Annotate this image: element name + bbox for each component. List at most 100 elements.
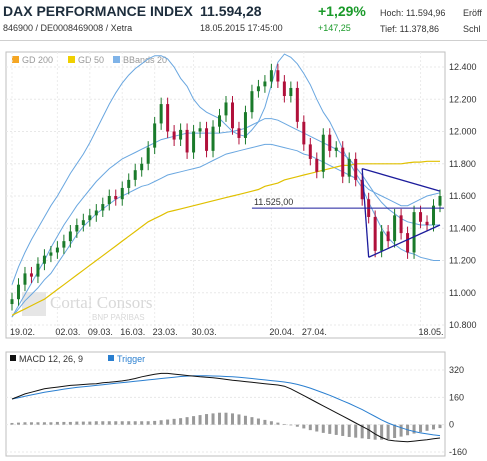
macd-hist-bar (321, 424, 325, 433)
candle-body (62, 241, 66, 248)
macd-hist-bar (269, 421, 273, 425)
macd-hist-bar (354, 424, 358, 438)
macd-hist-bar (10, 422, 14, 425)
macd-hist-bar (133, 421, 137, 425)
candle-body (166, 104, 170, 132)
macd-hist-bar (432, 424, 436, 430)
main-legend: GD 200 GD 50 BBands 20 (12, 55, 167, 65)
change-pct: +1,29% (318, 3, 366, 19)
open-label: Eröff (463, 8, 482, 18)
candle-body (42, 255, 46, 264)
y-tick-label: 12.000 (449, 127, 477, 137)
macd-hist-bar (166, 419, 170, 425)
macd-hist-bar (120, 421, 124, 425)
candle-body (114, 196, 118, 200)
legend-gd200: GD 200 (22, 55, 53, 65)
candle-body (334, 147, 338, 151)
macd-hist-bar (425, 424, 429, 431)
macd-hist-bar (127, 421, 131, 425)
candle-body (81, 220, 85, 226)
macd-hist-bar (36, 422, 40, 425)
y-tick-label: 11.400 (449, 223, 476, 233)
macd-hist-bar (205, 414, 209, 425)
macd-hist-bar (140, 421, 144, 425)
macd-hist-bar (218, 412, 222, 425)
macd-hist-bar (295, 424, 299, 427)
candle-body (354, 158, 358, 180)
candle-body (263, 81, 267, 87)
y-tick-label: 10.800 (449, 320, 477, 330)
candle-body (250, 91, 254, 113)
legend-bbands: BBands 20 (123, 55, 167, 65)
chart-area: GD 200 GD 50 BBands 20 Cortal Consors BN… (5, 51, 477, 457)
candle-body (55, 247, 59, 253)
candle-body (295, 87, 299, 122)
candle-body (360, 179, 364, 200)
macd-hist-bar (114, 421, 118, 425)
candle-body (198, 128, 202, 132)
candle-body (432, 205, 436, 226)
macd-hist-bar (101, 421, 105, 425)
candle-body (16, 284, 20, 300)
macd-hist-bar (367, 424, 371, 440)
x-tick-label: 23.03. (153, 327, 178, 337)
candle-body (185, 129, 189, 153)
candle-body (133, 170, 137, 180)
candle-body (153, 123, 157, 148)
candle-body (276, 70, 280, 82)
macd-y-tick-label: -160 (449, 447, 467, 457)
macd-hist-bar (75, 421, 79, 425)
x-tick-label: 18.05. (419, 327, 444, 337)
macd-hist-bar (237, 414, 241, 425)
trigger-line (11, 375, 441, 437)
candle-body (120, 187, 124, 200)
macd-hist-bar (107, 421, 111, 425)
candle-body (75, 225, 79, 232)
macd-hist-bar (347, 424, 351, 437)
x-tick-label: 02.03. (55, 327, 80, 337)
macd-hist-bar (179, 418, 183, 425)
gd50-line (11, 160, 440, 316)
macd-hist-bar (380, 424, 384, 440)
macd-hist-bar (29, 422, 33, 425)
candle-body (29, 273, 33, 277)
macd-hist-bar (438, 424, 442, 429)
candle-body (282, 81, 286, 97)
candle-body (36, 263, 40, 277)
candle-body (140, 163, 144, 171)
candle-body (218, 115, 222, 127)
macd-hist-bar (393, 424, 397, 438)
macd-hist-bar (88, 421, 92, 425)
candle-body (347, 158, 351, 177)
y-tick-label: 12.200 (449, 94, 477, 104)
candle-body (256, 86, 260, 92)
y-tick-label: 11.200 (449, 256, 476, 266)
macd-hist-bar (399, 424, 403, 437)
macd-hist-bar (289, 424, 293, 426)
candle-body (328, 134, 332, 151)
x-tick-label: 27.04. (302, 327, 327, 337)
candle-body (302, 121, 306, 145)
macd-hist-bar (334, 424, 338, 435)
candle-body (373, 216, 377, 251)
isin-label: 846900 / DE0008469008 / Xetra (3, 23, 133, 33)
candle-body (68, 231, 72, 242)
candle-body (205, 128, 209, 151)
macd-hist-bar (302, 424, 306, 429)
macd-y-tick-label: 160 (449, 392, 464, 402)
candle-body (127, 179, 131, 188)
y-tick-label: 12.400 (449, 62, 477, 72)
macd-hist-bar (159, 420, 163, 425)
candle-body (315, 158, 319, 172)
macd-hist-bar (282, 423, 286, 425)
macd-hist-bar (230, 413, 234, 425)
trigger-legend-label: Trigger (117, 354, 145, 364)
macd-hist-bar (419, 424, 423, 433)
macd-hist-bar (315, 424, 319, 432)
high-label: Hoch: 11.594,96 (380, 8, 446, 18)
quote-header: DAX PERFORMANCE INDEX 846900 / DE0008469… (0, 0, 487, 41)
macd-hist-bar (23, 422, 27, 425)
macd-hist-bar (146, 421, 150, 425)
change-abs: +147,25 (318, 23, 351, 33)
candle-body (159, 104, 163, 124)
